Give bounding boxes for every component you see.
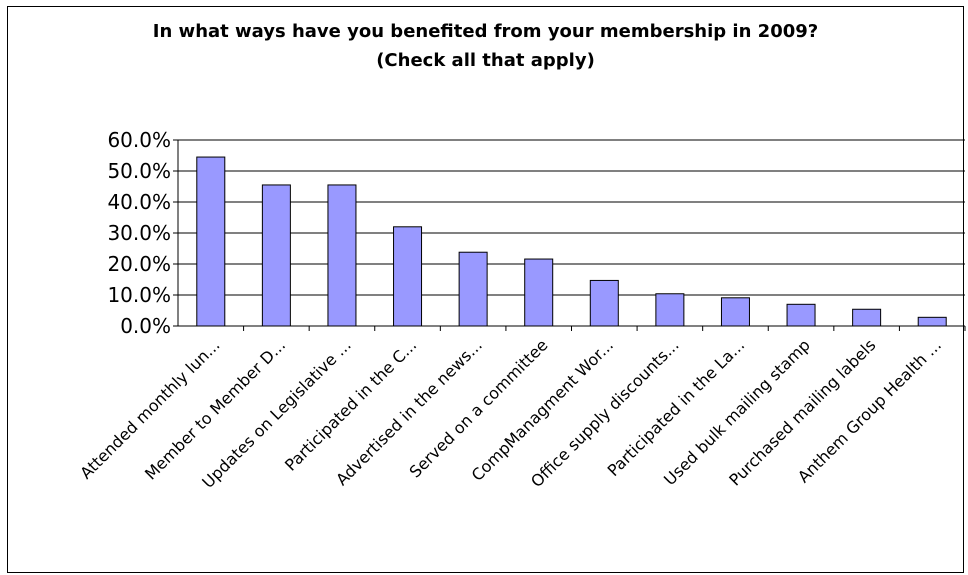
category-label: Participated in the C...	[281, 335, 420, 474]
bar	[458, 251, 488, 327]
y-tick-label: 0.0%	[120, 314, 171, 338]
bar	[261, 184, 291, 327]
y-tick-label: 40.0%	[107, 190, 171, 214]
y-tick-label: 60.0%	[107, 128, 171, 152]
bar	[852, 308, 882, 327]
chart-title-line-2: (Check all that apply)	[376, 50, 595, 71]
y-tick-label: 20.0%	[107, 252, 171, 276]
bar	[786, 303, 816, 327]
y-tick-label: 30.0%	[107, 221, 171, 245]
bar	[196, 156, 226, 327]
bar	[917, 316, 947, 327]
bar	[589, 279, 619, 327]
chart-title: In what ways have you benefited from you…	[8, 17, 963, 75]
bar	[524, 258, 554, 327]
bar	[327, 184, 357, 327]
chart-title-line-1: In what ways have you benefited from you…	[152, 21, 819, 42]
y-tick-label: 50.0%	[107, 159, 171, 183]
bar	[720, 297, 750, 327]
y-tick-label: 10.0%	[107, 283, 171, 307]
category-label: Participated in the La...	[604, 335, 749, 480]
bar	[393, 226, 423, 327]
bar	[655, 293, 685, 327]
